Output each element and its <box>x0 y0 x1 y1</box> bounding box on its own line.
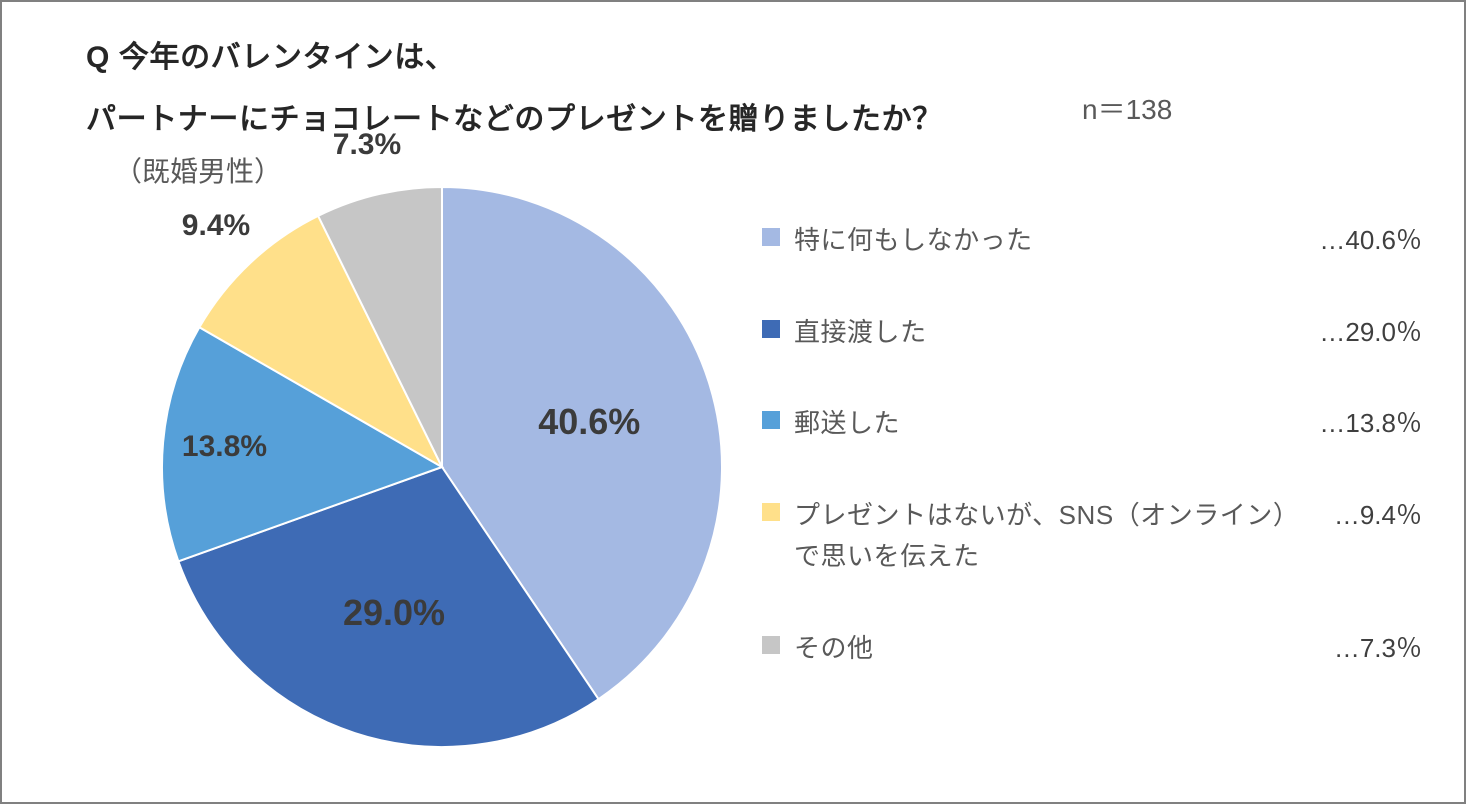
slice-percent-label: 13.8% <box>182 430 267 464</box>
slice-percent-label: 7.3% <box>333 128 401 162</box>
legend-row: 直接渡した …29.0％ <box>762 312 1422 354</box>
legend-swatch <box>762 636 780 654</box>
legend-row: プレゼントはないが、SNS（オンライン）で思いを伝えた …9.4％ <box>762 495 1422 578</box>
title-line-1: Q 今年のバレンタインは、 <box>86 32 943 76</box>
chart-frame: Q 今年のバレンタインは、 パートナーにチョコレートなどのプレゼントを贈りました… <box>0 0 1466 804</box>
legend-swatch <box>762 411 780 429</box>
subgroup-label: （既婚男性） <box>114 150 282 190</box>
slice-percent-label: 40.6% <box>538 401 640 443</box>
legend-label: その他 <box>794 628 1318 670</box>
legend-percent: …29.0％ <box>1319 312 1422 349</box>
legend-percent: …7.3％ <box>1334 628 1422 665</box>
legend-swatch <box>762 503 780 521</box>
legend-percent: …40.6％ <box>1319 220 1422 257</box>
pie-chart: 40.6%29.0%13.8%9.4%7.3% <box>162 187 722 747</box>
title-line-2: パートナーにチョコレートなどのプレゼントを贈りましたか？ <box>86 94 943 138</box>
sample-size-label: n＝138 <box>1082 88 1172 128</box>
legend-label: 特に何もしなかった <box>794 220 1303 262</box>
title-block: Q 今年のバレンタインは、 パートナーにチョコレートなどのプレゼントを贈りました… <box>86 32 943 138</box>
legend-percent: …9.4％ <box>1334 495 1422 532</box>
legend-swatch <box>762 320 780 338</box>
slice-percent-label: 9.4% <box>182 209 250 243</box>
legend-label: 直接渡した <box>794 312 1303 354</box>
legend-label: プレゼントはないが、SNS（オンライン）で思いを伝えた <box>794 495 1318 578</box>
legend: 特に何もしなかった …40.6％ 直接渡した …29.0％ 郵送した …13.8％ プレゼン… <box>762 220 1422 670</box>
slice-percent-label: 29.0% <box>343 592 445 634</box>
legend-swatch <box>762 228 780 246</box>
legend-row: 特に何もしなかった …40.6％ <box>762 220 1422 262</box>
legend-label: 郵送した <box>794 403 1303 445</box>
legend-row: その他 …7.3％ <box>762 628 1422 670</box>
legend-row: 郵送した …13.8％ <box>762 403 1422 445</box>
legend-percent: …13.8％ <box>1319 403 1422 440</box>
